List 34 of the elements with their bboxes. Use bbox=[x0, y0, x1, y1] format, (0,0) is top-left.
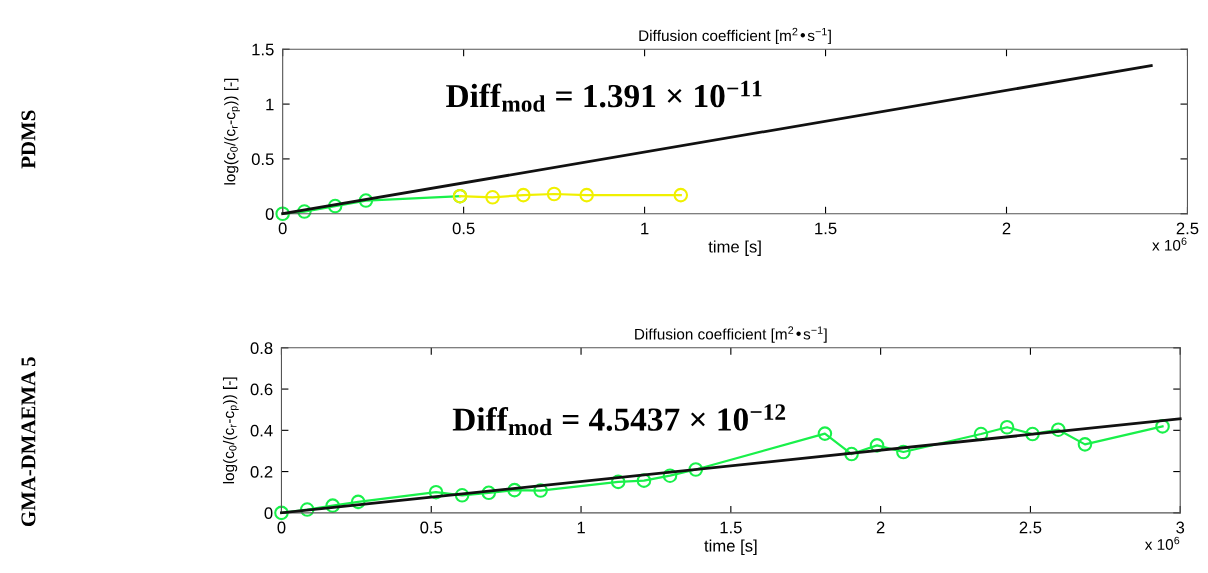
annotation: Diff$_{mod}$ = 1.391 × 10$^{−11}$ bbox=[446, 80, 762, 112]
chart-title: Diffusion coefficient [m$^{2}$•s$^{−1}$] bbox=[635, 326, 827, 343]
x-tick-label: 1 bbox=[577, 521, 585, 534]
x-tick-label: 2 bbox=[1002, 222, 1011, 235]
text: PDMS bbox=[21, 110, 36, 169]
y-tick-label: 1 bbox=[266, 98, 274, 111]
x-tick-label: 1 bbox=[641, 222, 649, 235]
text: x 10$^{6}$ bbox=[1152, 237, 1187, 251]
x-tick-label: 3 bbox=[1176, 521, 1185, 534]
x-tick-label: 0 bbox=[278, 222, 287, 235]
text: GMA-DMAEMA 5 bbox=[21, 357, 36, 527]
y-axis-title: log(c$_{0}$/(c$_{r}$-c$_{p}$)) [-] bbox=[224, 78, 240, 185]
y-tick-label: 0.4 bbox=[250, 424, 273, 437]
x-tick-label: 0 bbox=[277, 521, 286, 534]
x-axis-title: time [s] bbox=[708, 240, 761, 256]
x-axis-title: time [s] bbox=[704, 539, 757, 556]
x-tick-label: 2 bbox=[876, 521, 885, 534]
y-tick-label: 0 bbox=[264, 507, 273, 520]
y-axis-title: log(c$_{0}$/(c$_{r}$-c$_{p}$)) [-] bbox=[222, 377, 239, 484]
chart-title: Diffusion coefficient [m$^{2}$•s$^{−1}$] bbox=[639, 27, 831, 45]
x-tick-label: 2.5 bbox=[1176, 222, 1199, 235]
y-tick-label: 0.5 bbox=[251, 153, 274, 166]
y-tick-label: 0 bbox=[265, 208, 274, 220]
x-tick-label: 2.5 bbox=[1019, 521, 1042, 534]
y-tick-label: 0.2 bbox=[250, 465, 273, 478]
text: x 10$^{6}$ bbox=[1144, 536, 1180, 550]
y-tick-label: 1.5 bbox=[252, 43, 274, 56]
y-tick-label: 0.6 bbox=[250, 383, 273, 396]
x-tick-label: 0.5 bbox=[420, 521, 443, 534]
annotation: Diff$_{mod}$ = 4.5437 × 10$^{−12}$ bbox=[452, 404, 786, 436]
x-tick-label: 1.5 bbox=[815, 222, 837, 235]
x-tick-label: 1.5 bbox=[720, 521, 742, 534]
x-tick-label: 0.5 bbox=[452, 222, 475, 235]
y-tick-label: 0.8 bbox=[250, 342, 273, 355]
